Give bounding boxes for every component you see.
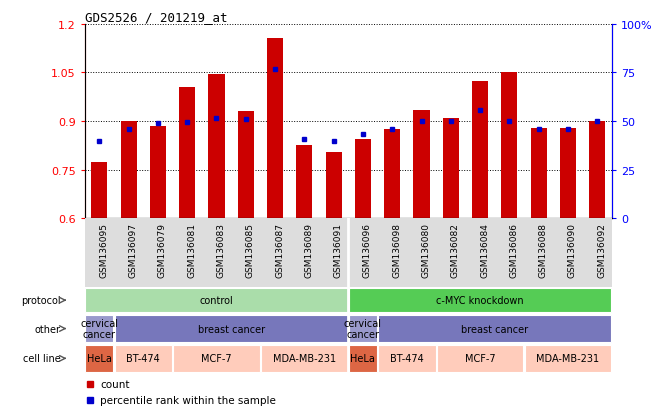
Bar: [525, 345, 611, 372]
Bar: [208, 75, 225, 219]
Bar: [261, 345, 348, 372]
Text: GSM136089: GSM136089: [304, 222, 313, 277]
Text: MDA-MB-231: MDA-MB-231: [536, 354, 600, 363]
Text: GSM136085: GSM136085: [245, 222, 255, 277]
Bar: [120, 122, 137, 219]
Text: GSM136095: GSM136095: [99, 222, 108, 277]
Bar: [267, 39, 283, 219]
Text: BT-474: BT-474: [126, 354, 160, 363]
Text: GSM136084: GSM136084: [480, 222, 489, 277]
Text: BT-474: BT-474: [390, 354, 424, 363]
Text: cervical
cancer: cervical cancer: [344, 318, 382, 339]
Bar: [91, 162, 107, 219]
Bar: [349, 345, 377, 372]
Text: GSM136090: GSM136090: [568, 222, 577, 277]
Bar: [437, 345, 523, 372]
Bar: [150, 127, 166, 219]
Text: control: control: [200, 295, 233, 306]
Bar: [560, 128, 576, 219]
Bar: [238, 112, 254, 219]
Bar: [355, 140, 371, 219]
Bar: [85, 345, 113, 372]
Text: GSM136098: GSM136098: [392, 222, 401, 277]
Text: GSM136096: GSM136096: [363, 222, 372, 277]
Text: MDA-MB-231: MDA-MB-231: [273, 354, 336, 363]
Bar: [173, 345, 260, 372]
Text: GSM136080: GSM136080: [421, 222, 430, 277]
Text: GSM136086: GSM136086: [509, 222, 518, 277]
Text: c-MYC knockdown: c-MYC knockdown: [436, 295, 524, 306]
Text: GSM136091: GSM136091: [333, 222, 342, 277]
Bar: [85, 316, 113, 342]
Bar: [85, 288, 348, 313]
Bar: [179, 88, 195, 219]
Bar: [115, 316, 348, 342]
Text: percentile rank within the sample: percentile rank within the sample: [100, 395, 276, 405]
Text: GDS2526 / 201219_at: GDS2526 / 201219_at: [85, 11, 227, 24]
Bar: [472, 81, 488, 219]
Text: GSM136097: GSM136097: [128, 222, 137, 277]
Text: other: other: [35, 324, 61, 334]
Bar: [531, 128, 547, 219]
Text: MCF-7: MCF-7: [465, 354, 495, 363]
Bar: [349, 316, 377, 342]
Bar: [326, 152, 342, 219]
Text: breast cancer: breast cancer: [197, 324, 265, 334]
Text: count: count: [100, 379, 130, 389]
Bar: [589, 122, 605, 219]
Text: breast cancer: breast cancer: [461, 324, 529, 334]
Bar: [413, 111, 430, 219]
Bar: [378, 316, 611, 342]
Text: GSM136083: GSM136083: [216, 222, 225, 277]
Text: GSM136092: GSM136092: [597, 222, 606, 277]
Text: GSM136079: GSM136079: [158, 222, 167, 277]
Text: HeLa: HeLa: [350, 354, 376, 363]
Text: GSM136087: GSM136087: [275, 222, 284, 277]
Text: GSM136081: GSM136081: [187, 222, 196, 277]
Text: MCF-7: MCF-7: [201, 354, 232, 363]
Text: HeLa: HeLa: [87, 354, 112, 363]
Text: GSM136088: GSM136088: [538, 222, 547, 277]
Text: protocol: protocol: [21, 295, 61, 306]
Bar: [378, 345, 436, 372]
Bar: [349, 288, 611, 313]
Bar: [501, 73, 518, 219]
Text: cervical
cancer: cervical cancer: [80, 318, 118, 339]
Bar: [296, 146, 312, 219]
Text: GSM136082: GSM136082: [450, 222, 460, 277]
Bar: [384, 130, 400, 219]
Bar: [115, 345, 172, 372]
Text: cell line: cell line: [23, 354, 61, 363]
Bar: [443, 119, 459, 219]
